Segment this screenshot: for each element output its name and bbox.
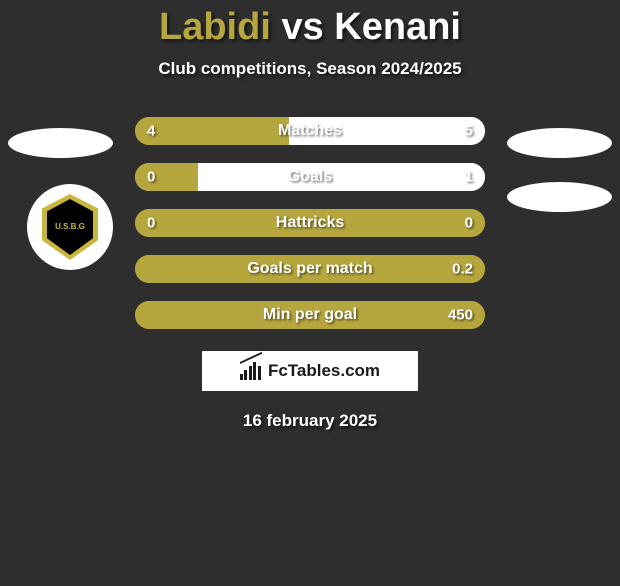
stat-value-left: 0	[147, 169, 155, 186]
brand-icon-bar	[258, 366, 261, 380]
player1-name: Labidi	[159, 6, 271, 48]
player2-avatar-placeholder	[507, 128, 612, 158]
brand-icon-bar	[240, 374, 243, 380]
stat-label: Hattricks	[276, 214, 344, 232]
stat-label: Goals per match	[247, 260, 372, 278]
versus-text: vs	[281, 6, 323, 48]
subtitle: Club competitions, Season 2024/2025	[0, 59, 620, 79]
stat-value-right: 0.2	[452, 261, 473, 278]
stat-bar: 450 Min per goal	[135, 301, 485, 329]
stat-label: Matches	[278, 122, 342, 140]
brand-text: FcTables.com	[268, 361, 380, 381]
club-badge-text: U.S.B.G	[55, 223, 85, 231]
stat-fill-left	[135, 163, 198, 191]
stat-fill-right	[198, 163, 485, 191]
stat-bar: 0 0 Hattricks	[135, 209, 485, 237]
player2-club-placeholder	[507, 182, 612, 212]
stat-fill-left	[135, 117, 289, 145]
club-shield-inner: U.S.B.G	[47, 199, 93, 255]
player1-avatar-placeholder	[8, 128, 113, 158]
page-title: Labidi vs Kenani	[0, 6, 620, 49]
stat-value-left: 4	[147, 123, 155, 140]
player2-name: Kenani	[334, 6, 461, 48]
brand-box: FcTables.com	[202, 351, 418, 391]
stat-bar: 0 1 Goals	[135, 163, 485, 191]
stat-value-right: 1	[465, 169, 473, 186]
stat-label: Min per goal	[263, 306, 357, 324]
date-text: 16 february 2025	[0, 411, 620, 431]
brand-bars-icon	[240, 362, 262, 380]
player1-club-badge: U.S.B.G	[27, 184, 113, 270]
stat-value-right: 0	[465, 215, 473, 232]
club-shield-outer: U.S.B.G	[42, 194, 98, 260]
stat-value-right: 5	[465, 123, 473, 140]
stat-label: Goals	[288, 168, 332, 186]
stat-bar: 0.2 Goals per match	[135, 255, 485, 283]
stat-bar: 4 5 Matches	[135, 117, 485, 145]
stat-value-right: 450	[448, 307, 473, 324]
stat-value-left: 0	[147, 215, 155, 232]
